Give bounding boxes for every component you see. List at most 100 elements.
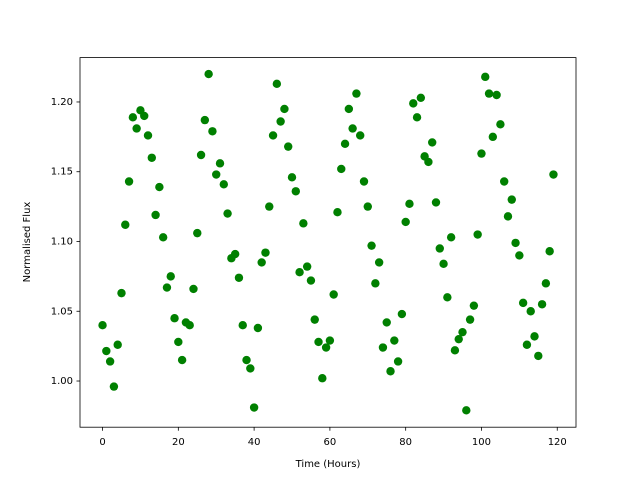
point: [545, 247, 554, 256]
point: [189, 284, 198, 294]
point: [337, 164, 346, 174]
point: [344, 104, 354, 114]
point: [177, 355, 187, 365]
point: [121, 220, 130, 229]
point: [321, 343, 331, 352]
y-tick-label: 1.10: [51, 236, 73, 247]
x-tick-label: 60: [324, 437, 337, 448]
point: [166, 272, 175, 281]
point: [223, 209, 232, 218]
point: [253, 323, 263, 333]
point: [503, 212, 513, 221]
point: [397, 309, 407, 319]
point: [155, 182, 164, 192]
point: [174, 337, 183, 347]
x-tick-label: 20: [172, 437, 185, 448]
x-tick-label: 0: [99, 437, 105, 448]
point: [246, 364, 255, 373]
y-tick-label: 1.15: [51, 167, 73, 178]
point: [132, 124, 141, 133]
point: [412, 113, 422, 122]
point: [356, 131, 365, 140]
point: [299, 219, 308, 228]
y-tick-label: 1.20: [51, 97, 73, 108]
point: [333, 207, 342, 217]
point: [185, 321, 194, 330]
point: [462, 406, 471, 415]
point: [325, 336, 335, 345]
point: [473, 230, 482, 239]
point: [140, 111, 149, 121]
point: [242, 355, 251, 365]
y-tick-label: 1.05: [51, 306, 73, 317]
point: [280, 104, 289, 114]
point: [234, 273, 244, 282]
point: [526, 307, 535, 316]
point: [492, 90, 501, 100]
point: [439, 259, 448, 269]
point: [219, 180, 228, 189]
x-tick-label: 80: [399, 437, 412, 448]
point: [522, 340, 532, 349]
point: [158, 233, 168, 242]
point: [143, 131, 153, 140]
x-tick-label: 40: [248, 437, 261, 448]
point: [378, 343, 388, 352]
point: [310, 315, 319, 324]
point: [196, 150, 206, 160]
point: [238, 321, 247, 330]
point: [128, 113, 138, 122]
point: [409, 99, 418, 108]
x-tick-label: 120: [548, 437, 567, 448]
point: [424, 157, 433, 167]
point: [499, 177, 509, 186]
point: [98, 321, 107, 330]
point: [431, 198, 441, 207]
point: [390, 336, 399, 345]
point: [102, 346, 111, 356]
point: [109, 382, 119, 391]
point: [477, 149, 486, 158]
y-axis-label: Normalised Flux: [22, 202, 33, 283]
point: [230, 249, 240, 259]
plot-frame: [79, 57, 577, 428]
point: [200, 115, 210, 125]
point: [382, 318, 391, 327]
point: [268, 131, 278, 140]
point: [162, 283, 172, 292]
point: [105, 357, 115, 366]
point: [212, 170, 221, 179]
point: [371, 279, 380, 288]
point: [435, 244, 444, 253]
point: [534, 351, 543, 361]
point: [386, 367, 395, 376]
point: [401, 217, 410, 227]
point: [515, 251, 524, 260]
x-axis-label: Time (Hours): [295, 459, 361, 470]
point: [469, 301, 479, 310]
point: [272, 79, 282, 89]
point: [276, 117, 285, 126]
point: [170, 314, 179, 323]
point: [450, 346, 460, 355]
point: [374, 258, 384, 267]
point: [416, 93, 426, 102]
point: [405, 199, 414, 209]
point: [124, 177, 134, 186]
point: [359, 177, 369, 186]
point: [117, 288, 126, 298]
point: [465, 315, 475, 324]
point: [484, 89, 494, 98]
point: [537, 300, 547, 309]
point: [488, 132, 498, 142]
point: [291, 187, 300, 196]
point: [507, 195, 516, 204]
point: [549, 170, 558, 179]
point: [113, 340, 122, 349]
point: [287, 173, 297, 182]
point: [151, 210, 160, 220]
y-tick-label: 1.00: [51, 376, 73, 387]
point: [265, 202, 274, 211]
point: [295, 267, 304, 277]
